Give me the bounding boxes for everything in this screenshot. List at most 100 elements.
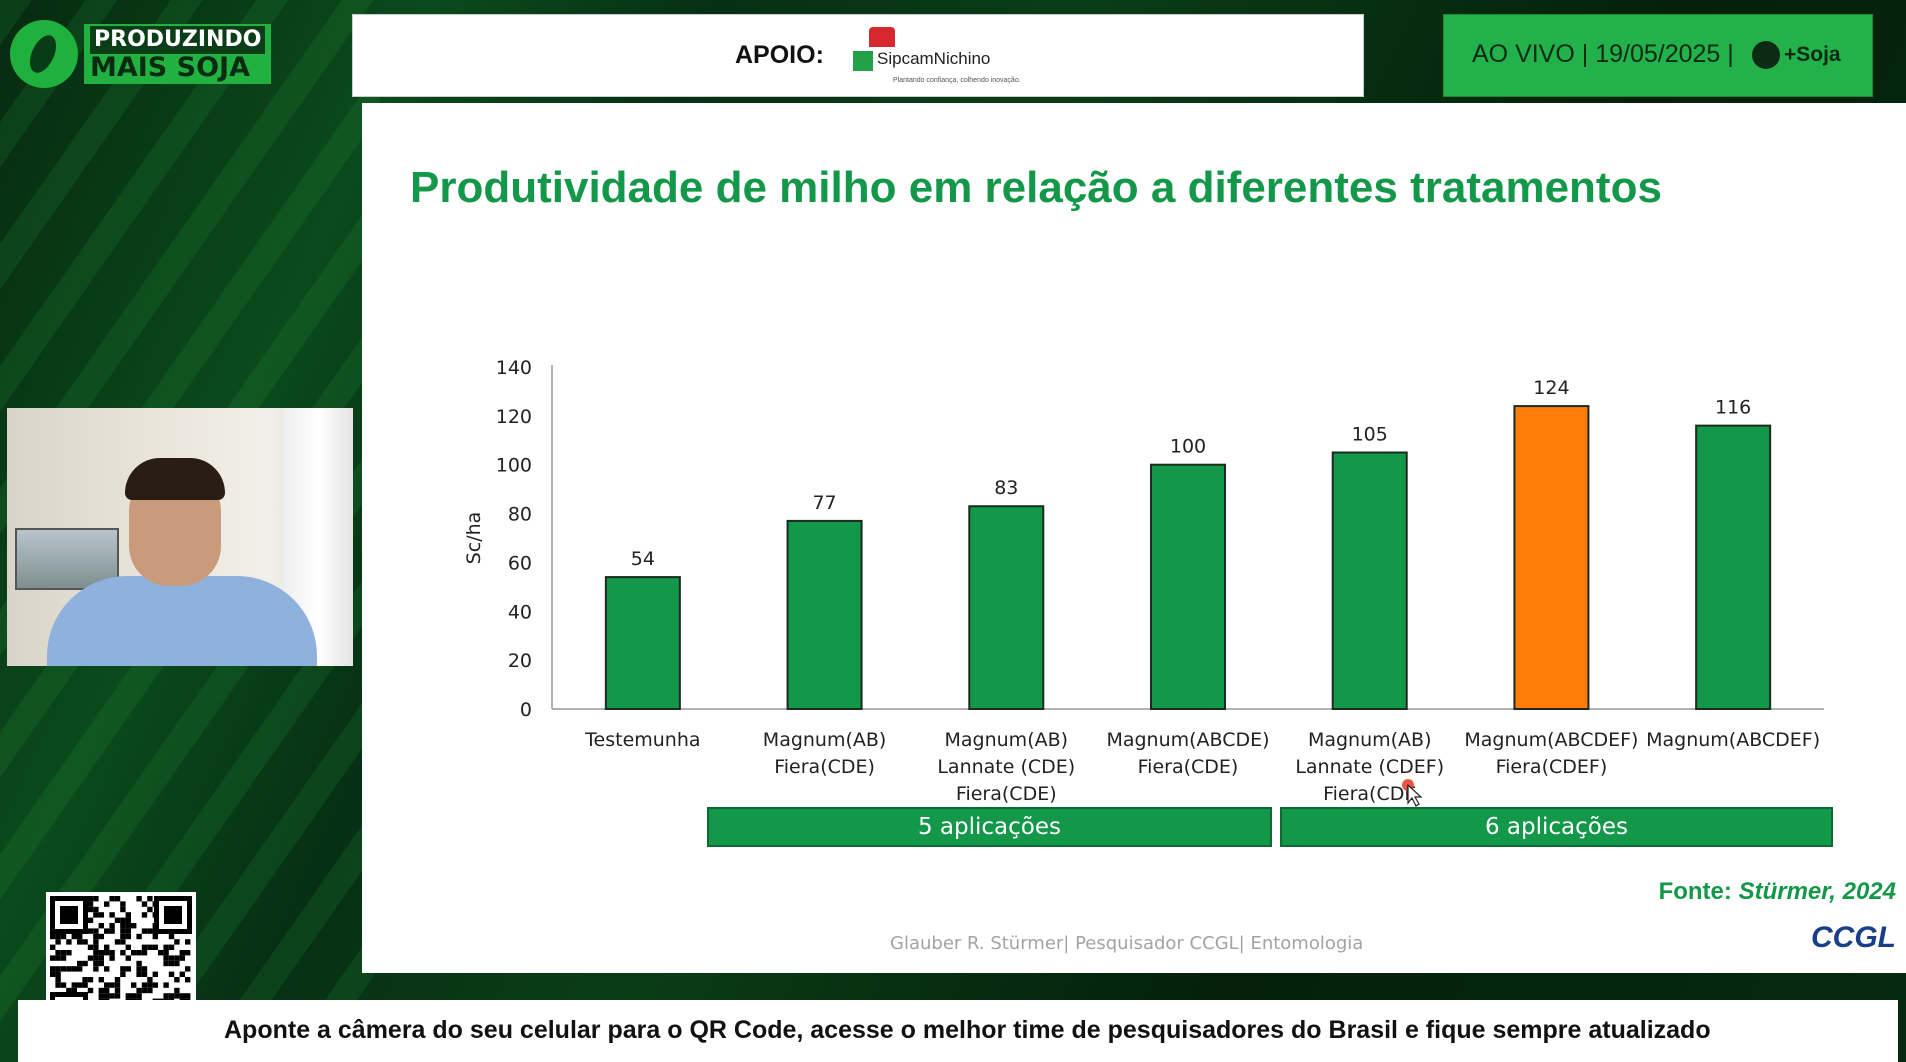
qr-module [87, 901, 94, 907]
qr-module [141, 982, 148, 988]
qr-module [77, 966, 83, 972]
qr-module [163, 950, 169, 956]
qr-module [98, 933, 104, 940]
qr-module [93, 939, 99, 945]
qr-module [109, 955, 115, 961]
qr-module [125, 912, 131, 918]
qr-module [136, 950, 142, 956]
qr-module [93, 928, 99, 934]
source-value: Stürmer, 2024 [1738, 878, 1896, 905]
bar-value-label: 100 [1170, 436, 1206, 458]
soy-brand-icon [1752, 41, 1780, 69]
qr-module [60, 933, 67, 940]
slide-credit: Glauber R. Stürmer| Pesquisador CCGL| En… [890, 933, 1364, 954]
qr-module [131, 923, 137, 929]
qr-module [152, 933, 158, 940]
qr-module [87, 955, 94, 961]
banner-text: Aponte a câmera do seu celular para o QR… [224, 1016, 1711, 1044]
qr-module [136, 960, 142, 967]
qr-module [71, 966, 77, 972]
qr-module [104, 901, 110, 907]
y-axis-label: Sc/ha [463, 512, 485, 565]
qr-module [131, 982, 137, 988]
qr-module [104, 966, 110, 972]
qr-module [66, 950, 72, 956]
source-label: Fonte: [1658, 878, 1732, 905]
presenter-webcam [7, 408, 353, 666]
qr-module [163, 960, 169, 967]
qr-module [141, 971, 148, 977]
qr-module [120, 917, 126, 923]
sponsor-logo-square [853, 51, 873, 71]
qr-module [147, 906, 153, 913]
live-badge: AO VIVO | 19/05/2025 | +Soja [1443, 14, 1873, 97]
qr-module [50, 933, 56, 940]
qr-module [109, 923, 115, 929]
qr-module [141, 912, 148, 918]
qr-module [98, 960, 104, 967]
qr-module [125, 917, 131, 923]
qr-module [93, 906, 99, 913]
x-tick-label: Lannate (CDE) [937, 756, 1075, 778]
qr-module [55, 955, 61, 961]
qr-module [87, 987, 94, 994]
group-six-applications: 6 aplicações [1280, 807, 1833, 847]
qr-module [147, 896, 153, 902]
x-tick-label: Magnum(AB) [1308, 729, 1432, 751]
live-brand: +Soja [1784, 43, 1841, 66]
qr-module [163, 993, 169, 999]
qr-module [82, 982, 88, 988]
qr-module [174, 960, 180, 967]
qr-module [55, 939, 61, 945]
y-tick-label: 40 [508, 601, 532, 623]
qr-module [87, 906, 94, 913]
sponsor-logo-icon [869, 27, 895, 47]
bar [1150, 463, 1226, 711]
mouse-pointer-icon [1402, 779, 1423, 807]
brand-wordmark: PRODUZINDO MAIS SOJA [84, 24, 272, 84]
y-tick-label: 100 [496, 455, 532, 477]
qr-module [87, 944, 94, 950]
qr-module [120, 928, 126, 934]
qr-module [136, 987, 142, 994]
soy-logo-icon [10, 20, 78, 88]
qr-module [125, 955, 131, 961]
qr-module [98, 977, 104, 983]
qr-module [98, 912, 104, 918]
qr-module [87, 917, 94, 923]
qr-module [136, 933, 142, 940]
qr-module [174, 955, 180, 961]
qr-module [185, 993, 191, 999]
x-tick-label: Lannate (CDEF) [1295, 756, 1444, 778]
qr-module [120, 971, 126, 977]
x-tick-label: Fiera(CDE) [774, 756, 875, 778]
qr-module [147, 977, 153, 983]
x-tick-label: Magnum(ABCDEF) [1464, 729, 1638, 751]
qr-module [141, 950, 148, 956]
qr-module [163, 982, 169, 988]
qr-module [147, 982, 153, 988]
qr-module [120, 923, 126, 929]
qr-module [98, 987, 104, 994]
qr-module [98, 955, 104, 961]
presentation-slide: Produtividade de milho em relação a dife… [362, 103, 1906, 973]
qr-module [93, 912, 99, 918]
qr-module [168, 944, 175, 950]
x-tick-label: Magnum(ABCDE) [1106, 729, 1269, 751]
qr-module [71, 982, 77, 988]
qr-module [163, 955, 169, 961]
qr-module [82, 977, 88, 983]
bar-chart: 0 20 40 60 80 100 120 140 Sc/ha 54 Testemunha 77 Mag… [463, 357, 1824, 805]
bar [604, 576, 681, 711]
qr-module [125, 928, 131, 934]
qr-module [104, 944, 110, 950]
qr-module [55, 982, 61, 988]
brand-line-2: MAIS SOJA [90, 52, 250, 83]
brand-logo: PRODUZINDO MAIS SOJA [10, 20, 272, 88]
qr-module [77, 939, 83, 945]
qr-module [60, 982, 67, 988]
qr-module [60, 955, 67, 961]
qr-module [87, 928, 94, 934]
qr-module [55, 950, 61, 956]
qr-module [168, 933, 175, 940]
